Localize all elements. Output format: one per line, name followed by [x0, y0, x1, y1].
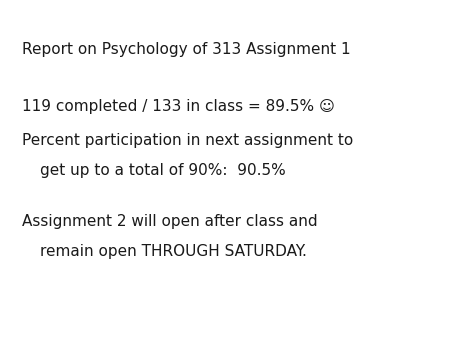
- Text: Report on Psychology of 313 Assignment 1: Report on Psychology of 313 Assignment 1: [22, 42, 351, 56]
- Text: 119 completed / 133 in class = 89.5% ☺: 119 completed / 133 in class = 89.5% ☺: [22, 99, 335, 114]
- Text: Assignment 2 will open after class and: Assignment 2 will open after class and: [22, 214, 318, 229]
- Text: get up to a total of 90%:  90.5%: get up to a total of 90%: 90.5%: [40, 163, 286, 178]
- Text: remain open THROUGH SATURDAY.: remain open THROUGH SATURDAY.: [40, 244, 307, 259]
- Text: Percent participation in next assignment to: Percent participation in next assignment…: [22, 133, 354, 148]
